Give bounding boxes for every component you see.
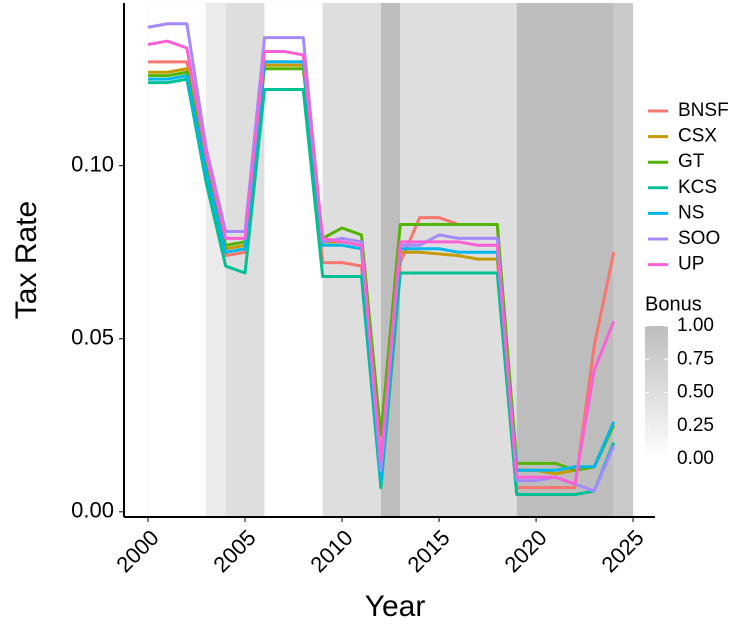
y-tick-label: 0.00 <box>71 498 114 523</box>
series-line <box>148 77 616 497</box>
bonus-band <box>264 2 323 518</box>
series-line <box>147 22 616 493</box>
x-tick-label: 2010 <box>305 525 357 577</box>
bonus-band <box>206 3 226 517</box>
legend-label: CSX <box>678 126 717 147</box>
bonus-band <box>516 3 614 517</box>
colorbar-label: 0.75 <box>677 348 714 369</box>
fill-legend-title: Bonus <box>645 293 702 315</box>
legend-label: BNSF <box>678 100 729 121</box>
bonus-band <box>322 3 381 517</box>
y-tick-label: 0.10 <box>71 151 114 176</box>
x-tick-label: 2025 <box>596 525 648 577</box>
colorbar-label: 0.25 <box>677 415 714 436</box>
x-tick-label: 2015 <box>402 525 454 577</box>
x-tick-label: 2000 <box>111 525 163 577</box>
colorbar-label: 0.00 <box>677 448 714 469</box>
series-line <box>148 60 616 483</box>
legend-label: UP <box>678 254 704 275</box>
x-tick-label: 2020 <box>499 525 551 577</box>
x-axis-title: Year <box>365 590 426 623</box>
legend-label: NS <box>678 202 704 223</box>
y-tick-label: 0.05 <box>71 325 114 350</box>
y-axis-title: Tax Rate <box>10 201 43 319</box>
colorbar-label: 0.50 <box>677 382 714 403</box>
bonus-band <box>613 3 634 517</box>
x-tick-label: 2005 <box>208 525 260 577</box>
series-line <box>147 39 616 486</box>
series-line <box>148 67 616 472</box>
colorbar <box>645 326 668 459</box>
legend-label: SOO <box>678 228 720 249</box>
legend-label: KCS <box>678 177 717 198</box>
legend-label: GT <box>678 151 705 172</box>
colorbar-label: 1.00 <box>677 315 714 336</box>
